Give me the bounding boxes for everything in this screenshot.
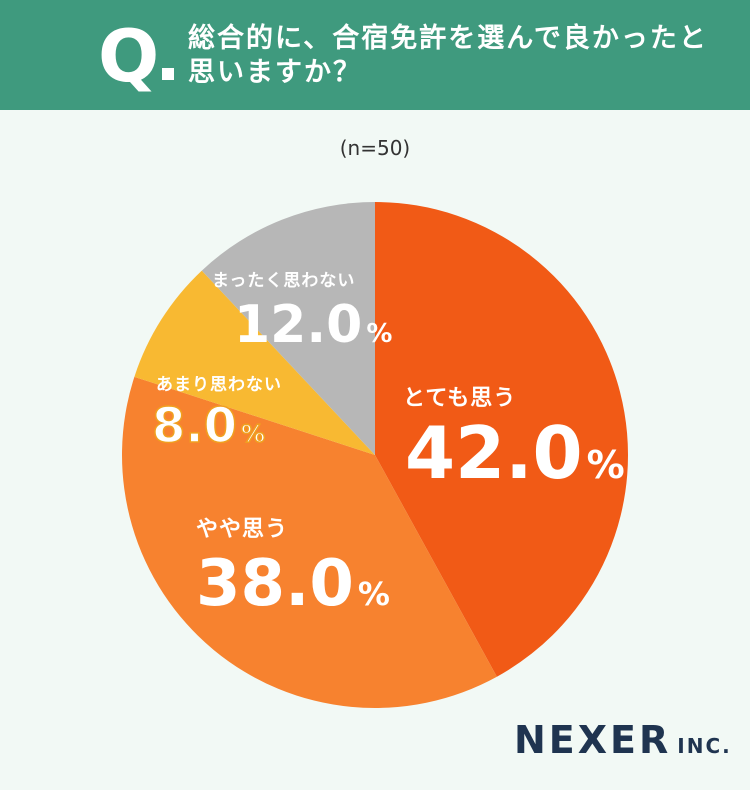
brand-suffix: INC.: [677, 734, 732, 758]
pie-slice-2: [122, 376, 497, 708]
slice-label-1: とても思う: [403, 386, 516, 411]
q-mark: Q: [98, 14, 160, 98]
pie-slice-3: [134, 270, 375, 455]
sample-size-label: (n=50): [339, 136, 411, 160]
brand-name: NEXER: [514, 718, 672, 762]
brand-logo: NEXER INC.: [514, 718, 732, 762]
percent-sign: %: [587, 443, 625, 487]
question-text: 総合的に、合宿免許を選んで良かったと思いますか？: [188, 23, 708, 88]
slice-label-3: あまり思わない: [156, 375, 282, 395]
pie-slice-1: [375, 202, 628, 677]
slice-label-2: やや思う: [196, 517, 288, 542]
q-dot: [162, 68, 174, 80]
percent-sign: %: [366, 319, 392, 349]
pie-slice-4: [201, 202, 375, 455]
slice-label-4: まったく思わない: [212, 271, 355, 291]
percent-sign: %: [241, 420, 265, 448]
percent-sign: %: [358, 575, 390, 613]
question-header: Q 総合的に、合宿免許を選んで良かったと思いますか？: [0, 0, 750, 110]
